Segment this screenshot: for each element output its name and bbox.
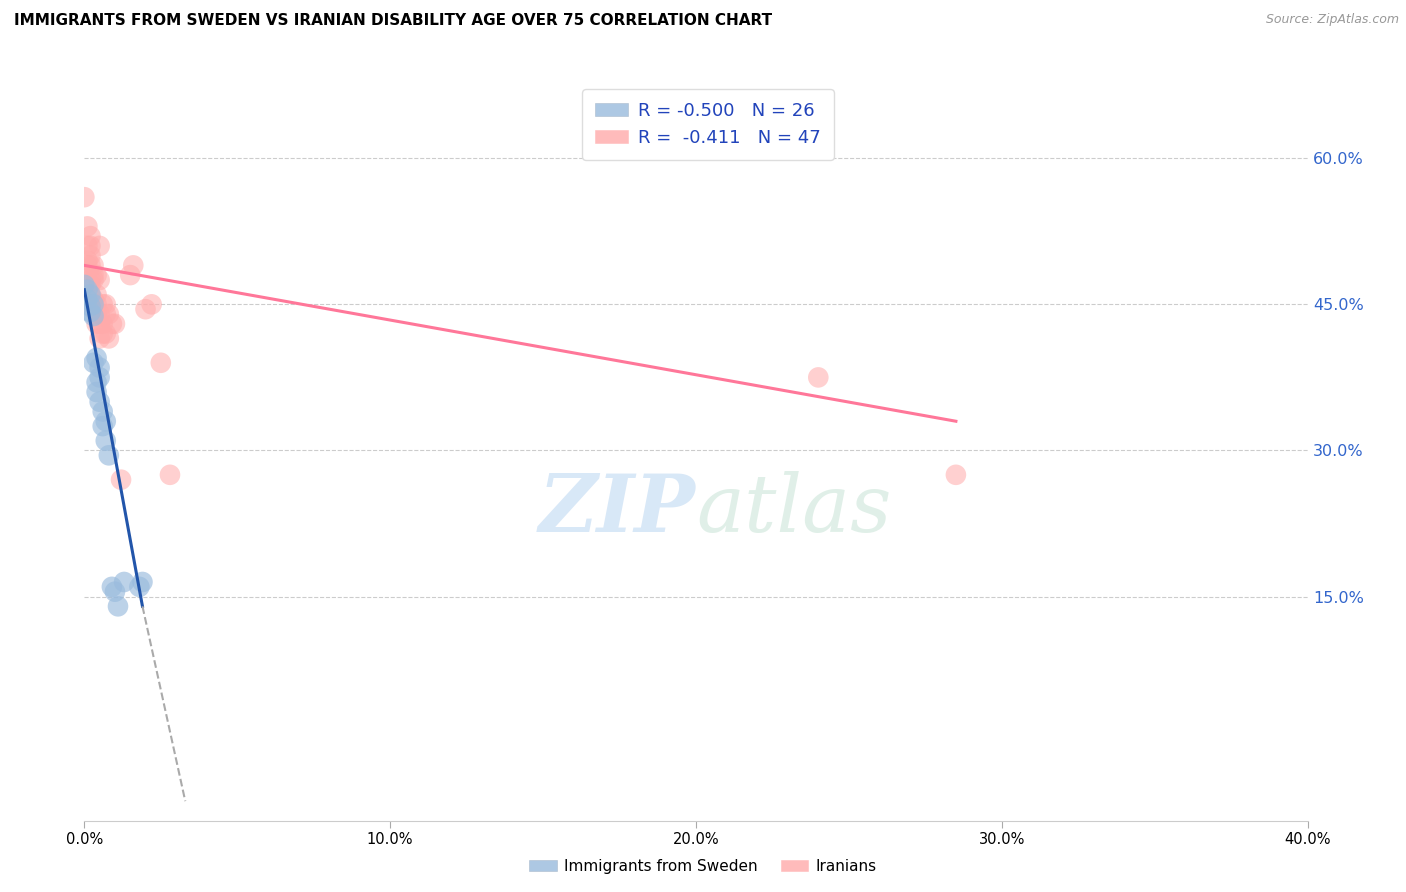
- Point: [94, 434, 117, 448]
- Point: [79, 287, 101, 301]
- Point: [120, 268, 142, 282]
- Point: [73, 277, 96, 292]
- Point: [76, 253, 98, 268]
- Point: [91, 419, 114, 434]
- Point: [76, 259, 98, 273]
- Point: [91, 317, 114, 331]
- Point: [86, 317, 108, 331]
- Point: [89, 370, 111, 384]
- Point: [110, 473, 132, 487]
- Point: [73, 190, 96, 204]
- Point: [807, 370, 830, 384]
- Point: [89, 307, 111, 321]
- Point: [131, 574, 153, 589]
- Point: [76, 283, 98, 297]
- Point: [89, 394, 111, 409]
- Point: [79, 273, 101, 287]
- Text: IMMIGRANTS FROM SWEDEN VS IRANIAN DISABILITY AGE OVER 75 CORRELATION CHART: IMMIGRANTS FROM SWEDEN VS IRANIAN DISABI…: [14, 13, 772, 29]
- Point: [97, 331, 120, 345]
- Point: [79, 229, 101, 244]
- Point: [945, 467, 967, 482]
- Point: [91, 404, 114, 418]
- Legend: R = -0.500   N = 26, R =  -0.411   N = 47: R = -0.500 N = 26, R = -0.411 N = 47: [582, 89, 834, 160]
- Point: [79, 287, 101, 301]
- Point: [101, 317, 124, 331]
- Point: [79, 277, 101, 292]
- Point: [97, 448, 120, 462]
- Point: [94, 307, 117, 321]
- Point: [86, 307, 108, 321]
- Point: [79, 299, 101, 313]
- Legend: Immigrants from Sweden, Iranians: Immigrants from Sweden, Iranians: [523, 853, 883, 880]
- Point: [86, 384, 108, 399]
- Point: [141, 297, 163, 311]
- Point: [159, 467, 181, 482]
- Point: [107, 599, 129, 614]
- Point: [122, 259, 145, 273]
- Point: [83, 356, 105, 370]
- Point: [76, 293, 98, 307]
- Point: [83, 297, 105, 311]
- Text: atlas: atlas: [696, 471, 891, 549]
- Point: [89, 360, 111, 375]
- Point: [83, 309, 105, 323]
- Point: [89, 331, 111, 345]
- Point: [112, 574, 135, 589]
- Point: [83, 273, 105, 287]
- Point: [104, 317, 127, 331]
- Point: [97, 307, 120, 321]
- Point: [135, 302, 157, 317]
- Point: [79, 249, 101, 263]
- Point: [101, 580, 124, 594]
- Point: [76, 239, 98, 253]
- Point: [86, 268, 108, 282]
- Point: [91, 297, 114, 311]
- Point: [128, 580, 150, 594]
- Point: [89, 317, 111, 331]
- Point: [79, 305, 101, 319]
- Text: Source: ZipAtlas.com: Source: ZipAtlas.com: [1265, 13, 1399, 27]
- Point: [91, 326, 114, 341]
- Point: [86, 287, 108, 301]
- Point: [86, 297, 108, 311]
- Point: [104, 584, 127, 599]
- Point: [86, 376, 108, 390]
- Point: [94, 326, 117, 341]
- Point: [83, 302, 105, 317]
- Point: [89, 239, 111, 253]
- Point: [149, 356, 172, 370]
- Point: [79, 239, 101, 253]
- Point: [83, 297, 105, 311]
- Point: [83, 268, 105, 282]
- Point: [94, 414, 117, 428]
- Point: [94, 297, 117, 311]
- Point: [89, 273, 111, 287]
- Point: [76, 219, 98, 234]
- Point: [83, 293, 105, 307]
- Point: [83, 259, 105, 273]
- Point: [79, 259, 101, 273]
- Text: ZIP: ZIP: [538, 471, 696, 549]
- Point: [86, 351, 108, 365]
